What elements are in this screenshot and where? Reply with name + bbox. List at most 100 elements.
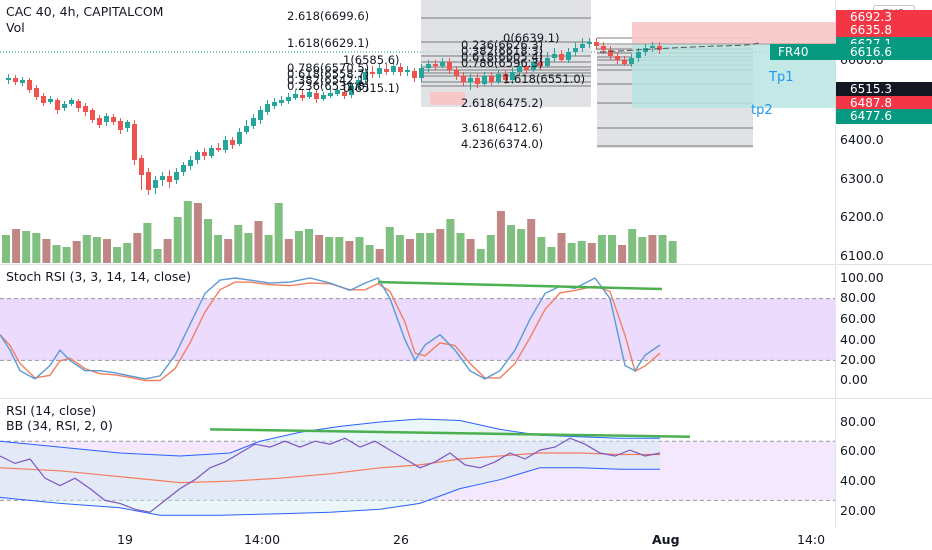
- stoch-rsi-chart[interactable]: [0, 266, 932, 399]
- candle-body: [125, 122, 130, 128]
- candle-body: [6, 78, 11, 80]
- candle-body: [321, 95, 326, 99]
- fib-label: 1.618(6629.1): [287, 36, 370, 50]
- candle-body: [118, 121, 123, 130]
- fib-label: 2.618(6699.6): [287, 9, 370, 23]
- candle-body: [272, 102, 277, 106]
- volume-bar: [183, 201, 192, 263]
- fib-label: 0.618(6558.7): [287, 67, 370, 81]
- candle-body: [601, 46, 606, 50]
- volume-bar: [577, 241, 586, 263]
- candle-body: [594, 42, 599, 46]
- volume-bar: [72, 241, 81, 263]
- volume-bar: [12, 229, 21, 263]
- price-badge-stop: 6635.8: [836, 23, 932, 38]
- candle-body: [510, 72, 515, 80]
- candle-body: [265, 104, 270, 112]
- candle-body: [524, 66, 529, 70]
- price-badge-high: 6692.3: [836, 10, 932, 25]
- stoch-tick: 20.00: [840, 352, 876, 367]
- stoch-k-line: [0, 277, 661, 380]
- volume-bar: [628, 229, 637, 263]
- candle-body: [223, 140, 228, 150]
- fib-zone-red: [430, 92, 465, 105]
- candle-body: [419, 68, 424, 78]
- candle-body: [90, 110, 95, 120]
- price-chart[interactable]: [0, 0, 932, 265]
- volume-bar: [385, 227, 394, 263]
- price-tick: 6100.0: [840, 248, 884, 263]
- volume-bar: [608, 235, 616, 263]
- volume-bar: [476, 249, 485, 263]
- bb-basis: [0, 452, 660, 484]
- candle-body: [314, 93, 319, 99]
- take-profit-2-label: tp2: [751, 103, 773, 118]
- price-pane[interactable]: CAC 40, 4h, CAPITALCOM Vol EUR 6600.0 64…: [0, 0, 932, 265]
- candle-body: [342, 92, 347, 96]
- volume-bar: [557, 233, 566, 263]
- candle-body: [622, 60, 627, 64]
- candle-body: [475, 78, 480, 84]
- volume-bar: [587, 243, 596, 263]
- rsi-pane[interactable]: RSI (14, close) BB (34, RSI, 2, 0) 80.00…: [0, 400, 932, 528]
- candle-body: [300, 95, 305, 98]
- bb-lower: [0, 467, 660, 516]
- volume-bar: [153, 249, 162, 263]
- volume-bar: [648, 235, 657, 263]
- bb-upper: [0, 418, 660, 457]
- rsi-tick: 80.00: [840, 414, 876, 429]
- volume-bar: [325, 237, 334, 263]
- volume-bar: [103, 239, 111, 263]
- candle-body: [538, 62, 543, 66]
- candle-body: [657, 46, 662, 50]
- volume-bar: [466, 239, 475, 263]
- volume-bar: [92, 237, 101, 263]
- candle-body: [230, 140, 235, 145]
- volume-bar: [658, 235, 667, 263]
- candle-body: [447, 62, 452, 70]
- candle-body: [181, 165, 186, 172]
- fib-label: 0.236(6531.8): [287, 79, 370, 93]
- candle-body: [384, 69, 389, 72]
- candle-body: [167, 176, 172, 182]
- fib-label: 1(6585.6): [343, 53, 400, 67]
- stoch-tick: 40.00: [840, 332, 876, 347]
- volume-bar: [62, 247, 71, 263]
- candle-body: [20, 80, 25, 83]
- candle-body: [440, 62, 445, 66]
- volume-bar: [456, 233, 465, 263]
- fib-label: 0.382(6618.3): [461, 44, 544, 58]
- volume-bar: [527, 219, 536, 263]
- candle-body: [608, 50, 613, 56]
- candle-body: [580, 44, 585, 48]
- candle-body: [286, 97, 291, 101]
- rsi-title: RSI (14, close): [6, 403, 97, 418]
- candle-body: [97, 118, 102, 125]
- candle-body: [363, 72, 368, 80]
- candle-body: [307, 92, 312, 97]
- candle-body: [48, 99, 53, 102]
- volume-bar: [406, 239, 414, 263]
- volume-bar: [52, 245, 61, 263]
- candle-body: [41, 96, 46, 103]
- candle-body: [139, 158, 144, 175]
- projection-line: [599, 42, 761, 53]
- candle-body: [433, 64, 438, 66]
- volume-bar: [446, 219, 455, 263]
- rsi-band: [0, 441, 835, 501]
- candle-body: [426, 64, 431, 68]
- stoch-tick: 0.00: [840, 372, 868, 387]
- candle-body: [27, 80, 32, 90]
- price-tick: 6200.0: [840, 209, 884, 224]
- candle-body: [293, 94, 298, 98]
- volume-bar: [375, 249, 384, 263]
- stop-zone: [632, 22, 836, 44]
- volume-bar: [214, 235, 223, 263]
- candle-body: [174, 172, 179, 180]
- candle-body: [188, 160, 193, 166]
- fib-label: 0.236(6626.3): [461, 38, 544, 52]
- volume-bar: [597, 235, 606, 263]
- candle-body: [146, 172, 151, 190]
- stoch-rsi-pane[interactable]: Stoch RSI (3, 3, 14, 14, close) 100.00 8…: [0, 266, 932, 399]
- rsi-chart[interactable]: [0, 400, 932, 528]
